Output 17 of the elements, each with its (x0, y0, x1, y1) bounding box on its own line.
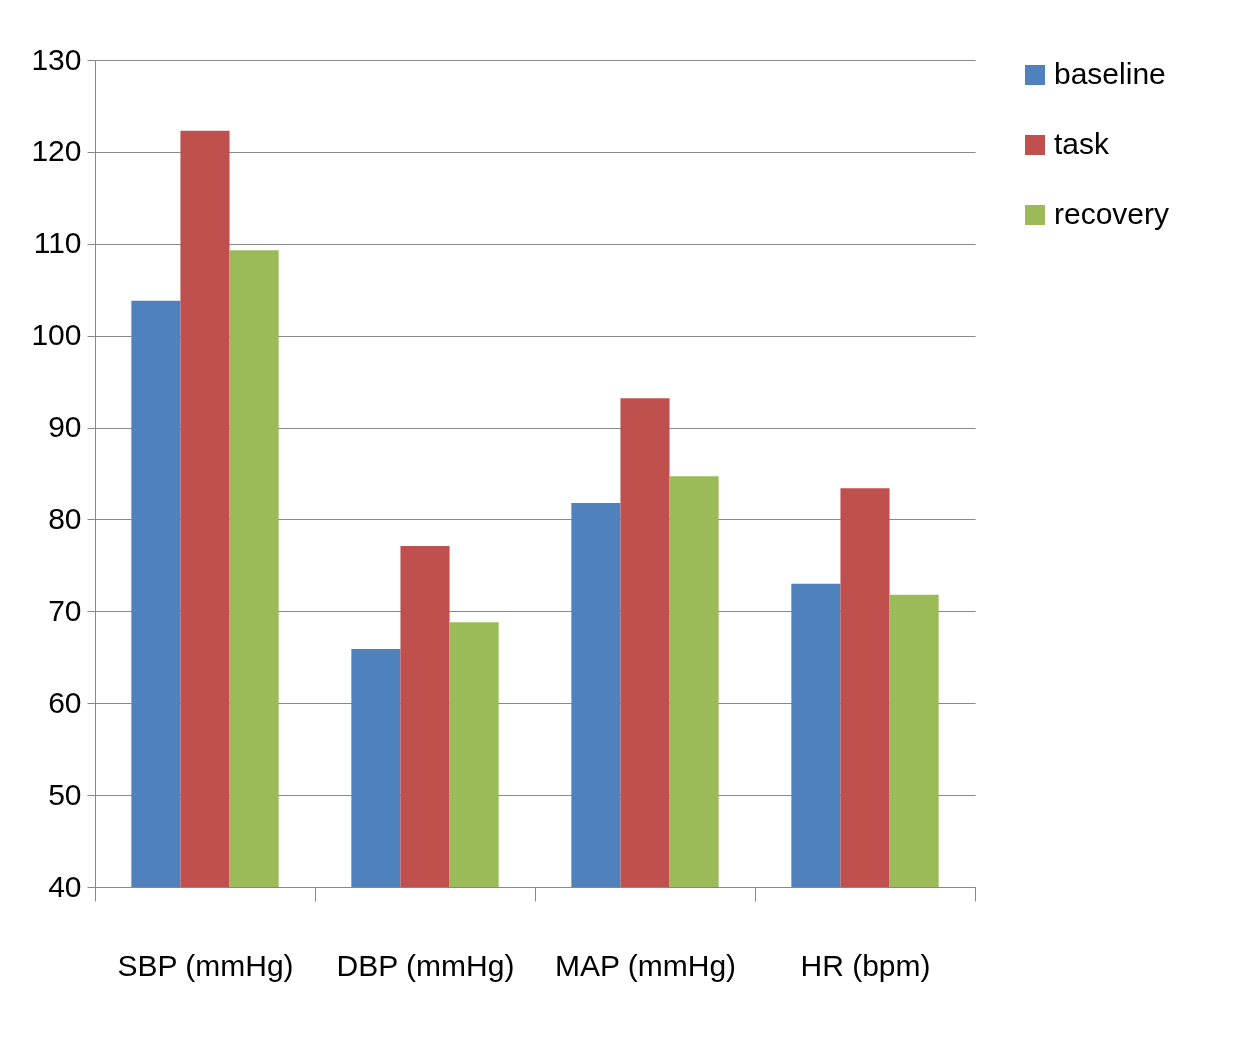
legend-label: task (1054, 127, 1111, 160)
y-tick-label: 80 (48, 501, 82, 535)
y-tick-label: 100 (31, 318, 82, 352)
legend-label: baseline (1054, 57, 1166, 90)
x-tick-label: MAP (mmHg) (554, 948, 737, 982)
legend-label: recovery (1054, 197, 1170, 230)
y-tick-label: 110 (33, 226, 82, 260)
y-tick-label: 90 (48, 410, 82, 444)
y-tick-label: 40 (48, 869, 82, 903)
x-tick-label: DBP (mmHg) (336, 948, 515, 982)
x-tick-label: HR (bpm) (800, 948, 931, 982)
y-tick-label: 60 (48, 685, 82, 719)
y-tick-label: 130 (31, 42, 82, 76)
y-tick-label: 70 (48, 593, 82, 627)
x-tick-label: SBP (mmHg) (117, 948, 294, 982)
y-tick-label: 120 (31, 134, 82, 168)
y-tick-label: 50 (48, 777, 82, 811)
